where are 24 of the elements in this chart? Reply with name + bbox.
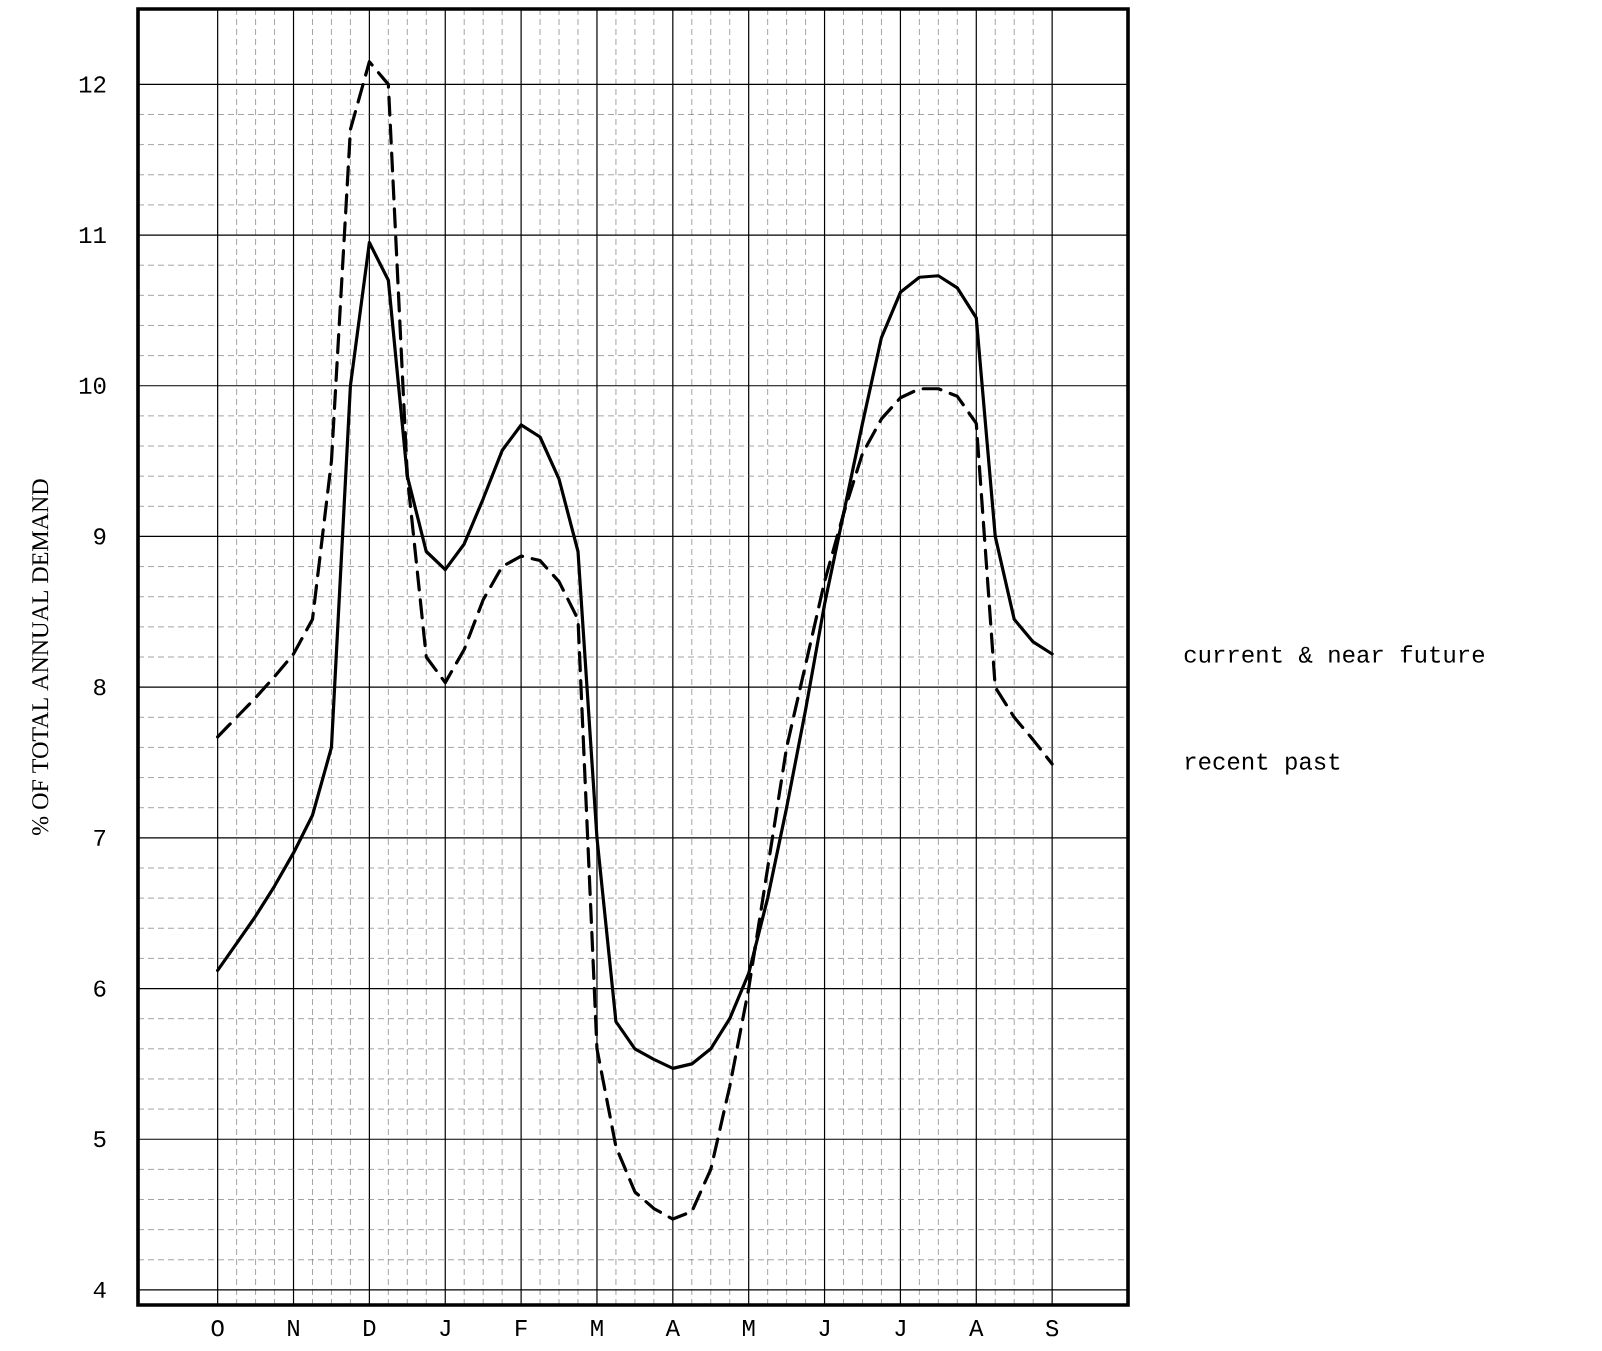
text: recent past [1186,753,1340,775]
y-tick-label: 4 [93,1282,106,1298]
x-tick-label: D [364,1320,376,1336]
x-tick-label: A [969,1320,984,1336]
x-tick-label: N [288,1320,299,1336]
y-tick-label: 7 [94,829,106,846]
x-tick-label: O [211,1320,224,1337]
y-tick-label: 6 [94,980,106,997]
text: current & near future [1184,645,1485,663]
y-tick-label: 12 [79,76,106,93]
x-tick-label: M [591,1320,603,1336]
y-tick-label: 9 [94,528,106,545]
y-axis-title: % OF TOTAL ANNUAL DEMAND [32,479,49,835]
y-tick-label: 8 [94,678,106,696]
x-tick-label: F [516,1320,527,1336]
x-tick-label: J [440,1320,450,1337]
x-tick-label: M [743,1320,755,1336]
y-tick-label: 11 [79,227,106,243]
y-tick-label: 10 [79,377,106,394]
x-tick-label: J [895,1320,905,1337]
y-tick-label: 5 [94,1131,106,1148]
x-tick-label: A [665,1320,681,1336]
x-tick-label: J [819,1320,829,1337]
x-tick-label: S [1045,1320,1059,1337]
